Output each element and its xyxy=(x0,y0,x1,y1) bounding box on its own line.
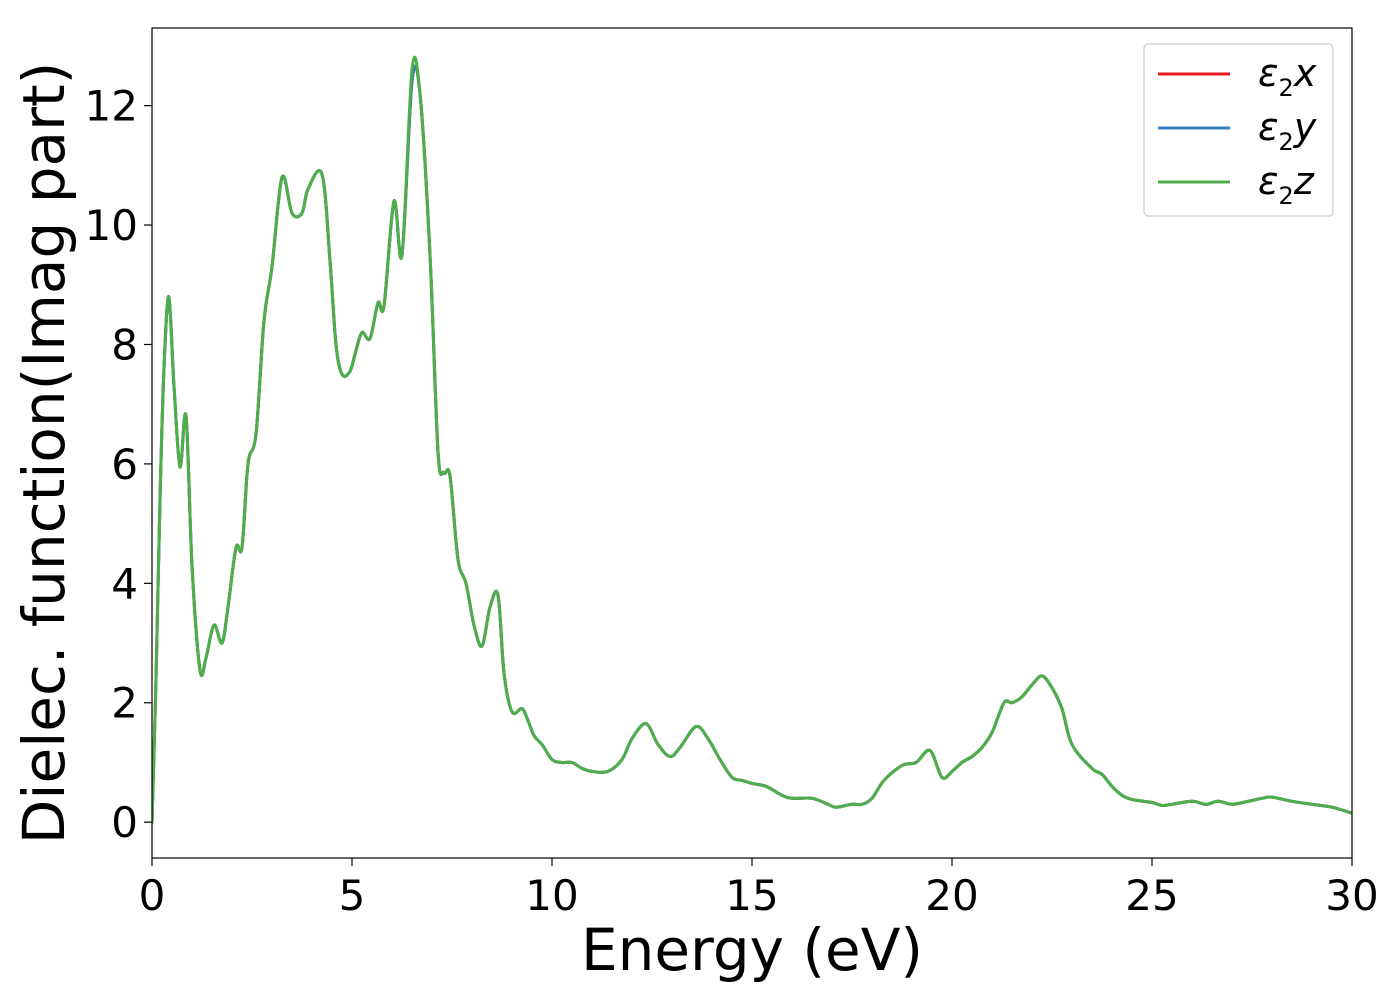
x-tick-label: 20 xyxy=(925,871,978,920)
x-tick-label: 15 xyxy=(725,871,778,920)
y-tick-label: 12 xyxy=(85,82,138,131)
y-tick-label: 8 xyxy=(111,320,138,369)
x-tick-label: 5 xyxy=(339,871,366,920)
y-axis-label: Dielec. function(Imag part) xyxy=(10,62,78,845)
legend-entry-x: ε2x xyxy=(1258,51,1317,102)
y-tick-label: 6 xyxy=(111,440,138,489)
legend-entry-y: ε2y xyxy=(1258,105,1317,156)
y-axis-ticks: 0 2 4 6 8 10 12 xyxy=(85,82,152,847)
legend-box xyxy=(1143,43,1334,217)
y-tick-label: 4 xyxy=(111,559,138,608)
y-tick-label: 2 xyxy=(111,679,138,728)
x-tick-label: 25 xyxy=(1125,871,1178,920)
x-tick-label: 0 xyxy=(139,871,166,920)
x-axis-label: Energy (eV) xyxy=(581,916,923,984)
y-tick-label: 0 xyxy=(111,798,138,847)
y-tick-label: 10 xyxy=(85,201,138,250)
series-layer xyxy=(152,55,1352,824)
series-line-z xyxy=(152,55,1352,824)
x-tick-label: 10 xyxy=(525,871,578,920)
x-axis-ticks: 0 5 10 15 20 25 30 xyxy=(139,858,1379,920)
x-tick-label: 30 xyxy=(1325,871,1378,920)
legend-entry-z: ε2z xyxy=(1258,159,1315,210)
